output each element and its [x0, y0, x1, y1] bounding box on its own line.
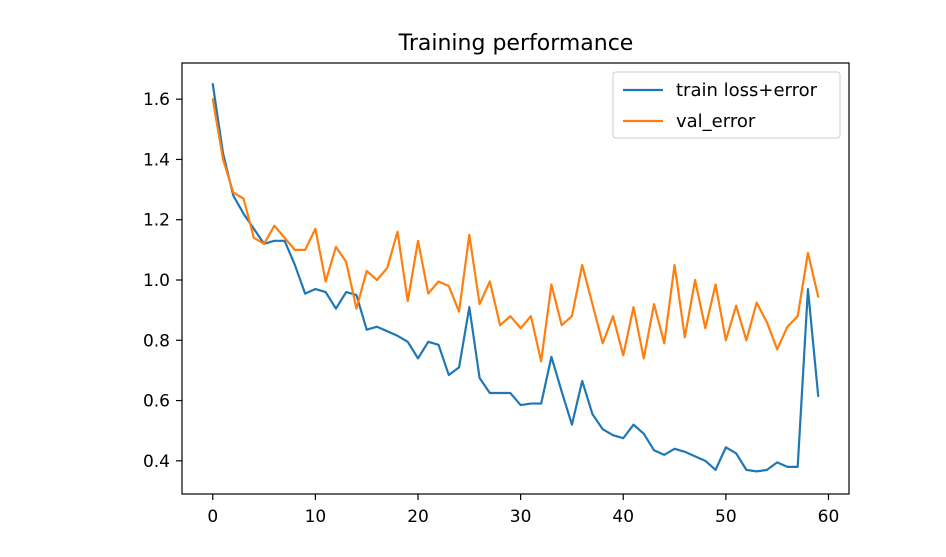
legend: train loss+error val_error — [612, 71, 841, 139]
series-line-val-error — [211, 98, 820, 363]
x-axis: 0 10 20 30 40 50 60 — [207, 494, 839, 527]
legend-label: val_error — [676, 111, 756, 132]
y-tick-label: 1.4 — [143, 150, 170, 170]
y-tick-label: 1.0 — [143, 271, 170, 291]
legend-label: train loss+error — [676, 80, 818, 101]
x-tick-label: 50 — [715, 507, 737, 527]
axes-frame — [181, 62, 850, 495]
y-tick-label: 1.2 — [143, 211, 170, 231]
x-tick-label: 20 — [407, 507, 429, 527]
y-axis: 0.4 0.6 0.8 1.0 1.2 1.4 1.6 — [143, 90, 182, 472]
series-line-train-loss-error — [211, 82, 820, 473]
y-tick-label: 1.6 — [143, 90, 170, 110]
x-tick-label: 60 — [818, 507, 840, 527]
y-tick-label: 0.4 — [143, 452, 170, 472]
x-tick-label: 40 — [612, 507, 634, 527]
x-tick-label: 10 — [305, 507, 327, 527]
legend-box — [612, 71, 841, 139]
y-tick-label: 0.8 — [143, 331, 170, 351]
series-group — [211, 82, 820, 473]
plot-area — [181, 62, 850, 495]
x-tick-label: 30 — [510, 507, 532, 527]
x-tick-label: 0 — [207, 507, 218, 527]
chart-title: Training performance — [398, 31, 634, 56]
y-tick-label: 0.6 — [143, 392, 170, 412]
